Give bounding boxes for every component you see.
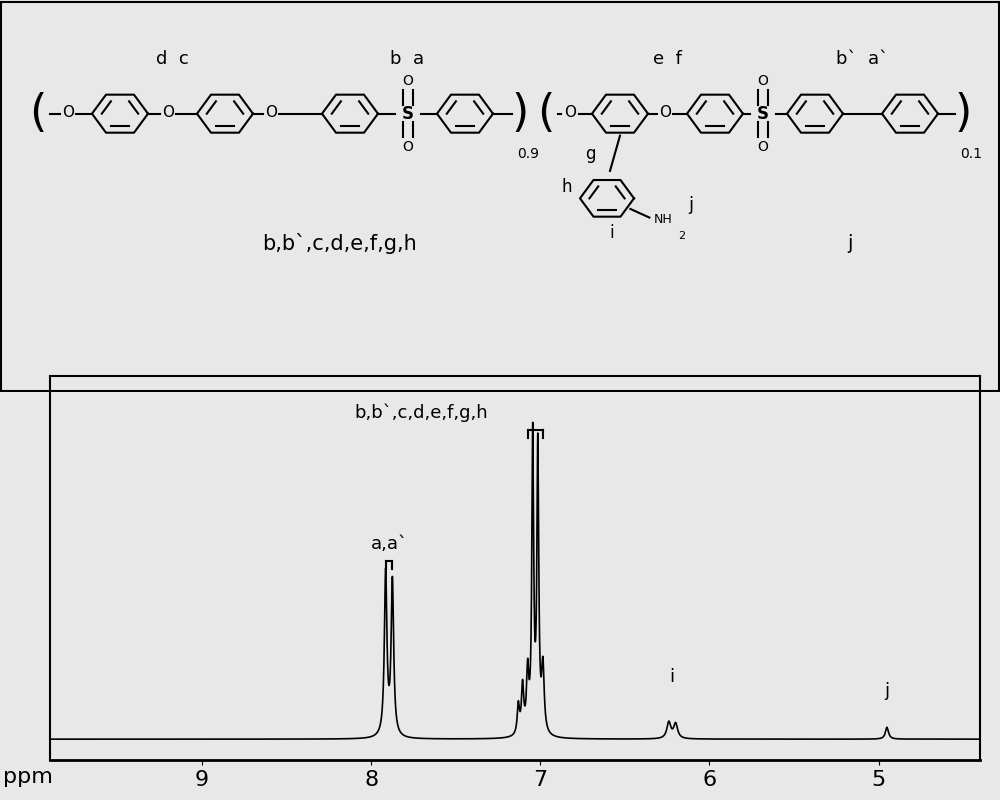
Text: O: O	[162, 106, 174, 120]
Text: ): )	[954, 92, 972, 135]
Text: e  f: e f	[653, 50, 682, 68]
Text: O: O	[62, 106, 74, 120]
Text: O: O	[403, 74, 413, 88]
Text: O: O	[758, 140, 768, 154]
Text: b,b`,c,d,e,f,g,h: b,b`,c,d,e,f,g,h	[263, 233, 417, 254]
Text: ): )	[511, 92, 529, 135]
Text: h: h	[562, 178, 572, 195]
Text: 0.9: 0.9	[517, 147, 539, 162]
Text: b`  a`: b` a`	[836, 50, 889, 68]
Text: i: i	[670, 667, 675, 686]
Text: b  a: b a	[390, 50, 425, 68]
Text: NH: NH	[654, 213, 673, 226]
Text: O: O	[564, 106, 576, 120]
Text: i: i	[610, 224, 614, 242]
Text: 2: 2	[678, 231, 685, 241]
Text: g: g	[585, 145, 595, 163]
Text: O: O	[659, 106, 671, 120]
Text: O: O	[758, 74, 768, 88]
Text: O: O	[265, 106, 277, 120]
Text: (: (	[29, 92, 47, 135]
Text: O: O	[403, 140, 413, 154]
Text: S: S	[757, 105, 769, 122]
Text: (: (	[537, 92, 555, 135]
Text: j: j	[884, 682, 890, 701]
Text: j: j	[688, 197, 693, 214]
Text: b,b`,c,d,e,f,g,h: b,b`,c,d,e,f,g,h	[354, 404, 488, 422]
Text: j: j	[847, 234, 853, 253]
Text: S: S	[402, 105, 414, 122]
Text: ppm: ppm	[3, 767, 53, 787]
Text: d  c: d c	[156, 50, 189, 68]
Text: a,a`: a,a`	[371, 535, 408, 553]
Text: 0.1: 0.1	[960, 147, 982, 162]
